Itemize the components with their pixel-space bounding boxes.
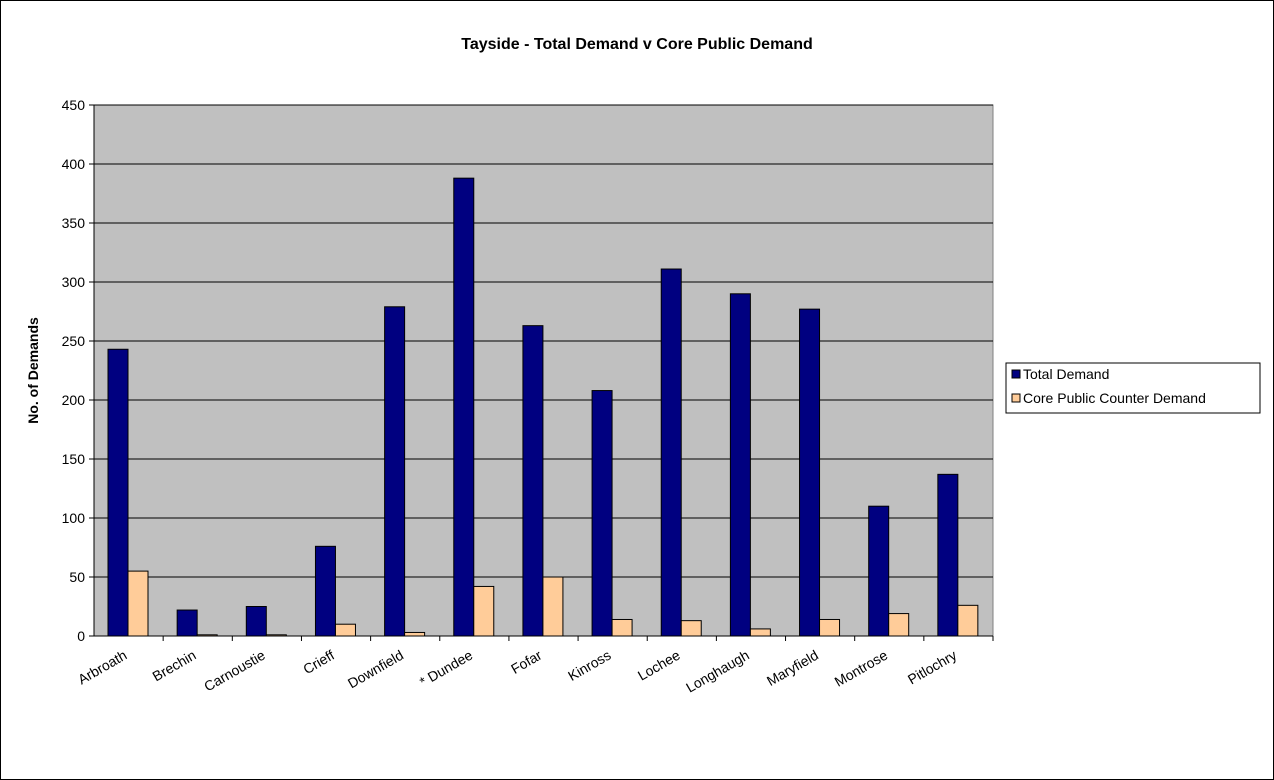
y-tick-label: 450	[62, 97, 86, 113]
legend-swatch	[1011, 369, 1021, 379]
legend-label: Core Public Counter Demand	[1023, 390, 1206, 406]
y-tick-label: 200	[62, 392, 86, 408]
y-tick-label: 150	[62, 451, 86, 467]
plot-area	[93, 104, 994, 637]
bar-total-demand	[245, 606, 267, 637]
bar-total-demand	[522, 325, 544, 637]
y-tick-label: 100	[62, 510, 86, 526]
chart-title: Tayside - Total Demand v Core Public Dem…	[461, 36, 813, 53]
bar-total-demand	[937, 473, 959, 637]
bar-core-public-counter-demand	[957, 604, 979, 637]
x-tick-label: Maryfield	[764, 647, 821, 689]
x-tick-label: * Dundee	[417, 647, 476, 690]
x-tick-label: Brechin	[150, 647, 199, 685]
bar-core-public-counter-demand	[404, 631, 426, 637]
x-tick-label: Crieff	[300, 647, 337, 678]
bar-total-demand	[660, 268, 682, 637]
x-tick-label: Longhaugh	[683, 647, 752, 696]
bar-total-demand	[868, 505, 890, 637]
bar-core-public-counter-demand	[749, 628, 771, 637]
y-tick-label: 350	[62, 215, 86, 231]
y-tick-label: 250	[62, 333, 86, 349]
bar-core-public-counter-demand	[473, 585, 495, 637]
bar-total-demand	[176, 609, 198, 637]
bar-core-public-counter-demand	[265, 634, 287, 637]
bar-total-demand	[107, 348, 129, 637]
bar-core-public-counter-demand	[127, 570, 149, 637]
y-tick-label: 0	[77, 628, 85, 644]
bar-total-demand	[453, 177, 475, 637]
x-tick-label: Pitlochry	[905, 647, 959, 688]
y-tick-label: 50	[69, 569, 85, 585]
bar-total-demand	[799, 308, 821, 637]
x-tick-label: Downfield	[345, 647, 406, 692]
y-tick-label: 300	[62, 274, 86, 290]
y-axis-label: No. of Demands	[25, 317, 41, 424]
x-tick-label: Fofar	[508, 647, 545, 677]
x-tick-label: Montrose	[832, 647, 891, 690]
bar-core-public-counter-demand	[680, 620, 702, 637]
bar-core-public-counter-demand	[196, 634, 218, 637]
legend	[1005, 362, 1261, 414]
legend-label: Total Demand	[1023, 366, 1109, 382]
bar-total-demand	[591, 390, 613, 637]
x-tick-label: Lochee	[635, 647, 683, 684]
bar-core-public-counter-demand	[542, 576, 564, 637]
x-tick-label: Kinross	[565, 647, 613, 684]
bar-total-demand	[729, 293, 751, 637]
x-tick-label: Arbroath	[75, 647, 130, 688]
bar-total-demand	[384, 306, 406, 637]
x-tick-label: Carnoustie	[201, 647, 268, 695]
bar-core-public-counter-demand	[611, 618, 633, 637]
bar-core-public-counter-demand	[888, 613, 910, 637]
legend-swatch	[1011, 393, 1021, 403]
y-tick-label: 400	[62, 156, 86, 172]
bar-total-demand	[314, 545, 336, 637]
bar-core-public-counter-demand	[819, 618, 841, 637]
bar-core-public-counter-demand	[334, 623, 356, 637]
